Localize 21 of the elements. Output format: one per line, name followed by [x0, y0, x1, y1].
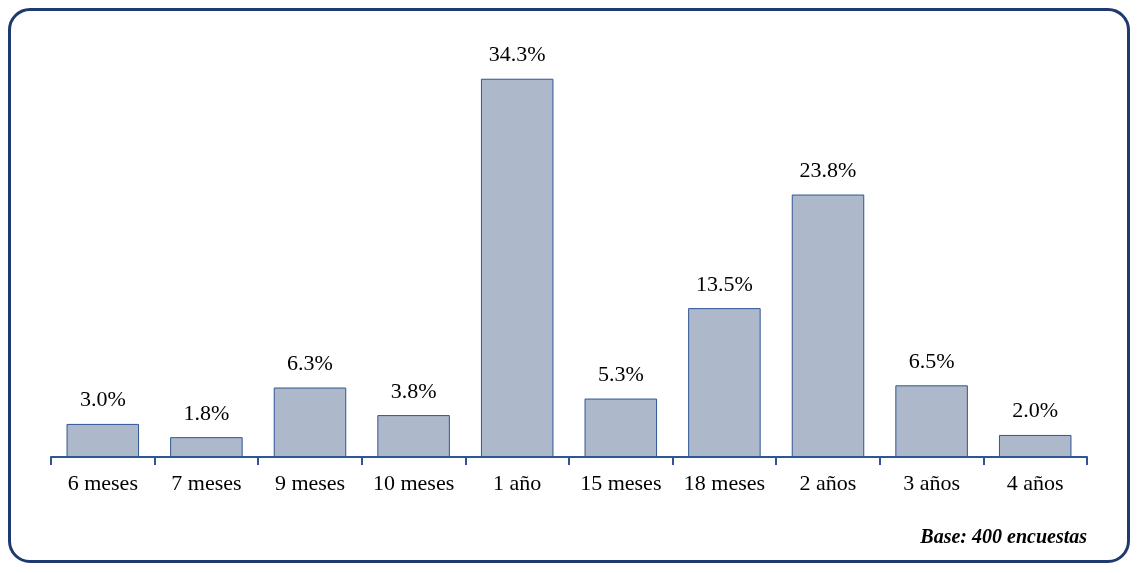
data-label: 13.5%: [695, 270, 753, 296]
data-label: 3.0%: [79, 386, 126, 412]
data-label: 3.8%: [390, 377, 437, 403]
data-label: 6.5%: [908, 347, 955, 373]
x-tick-label: 6 meses: [67, 469, 138, 495]
data-label: 1.8%: [183, 399, 230, 425]
x-tick-label: 2 años: [799, 469, 857, 495]
data-label: 5.3%: [597, 361, 644, 387]
data-label: 23.8%: [799, 157, 857, 183]
x-tick-label: 1 año: [493, 469, 542, 495]
x-tick-label: 9 meses: [274, 469, 346, 495]
data-label: 34.3%: [488, 41, 546, 67]
data-label: 2.0%: [1012, 397, 1059, 423]
x-tick-label: 15 meses: [580, 469, 662, 495]
data-label: 6.3%: [287, 350, 333, 376]
x-tick-label: 4 años: [1006, 469, 1064, 495]
x-tick-label: 3 años: [903, 469, 961, 495]
x-tick-label: 10 meses: [372, 469, 455, 495]
x-tick-label: 18 meses: [683, 469, 766, 495]
x-tick-label: 7 meses: [171, 469, 242, 495]
text: Base: 400 encuestas: [919, 525, 1088, 547]
